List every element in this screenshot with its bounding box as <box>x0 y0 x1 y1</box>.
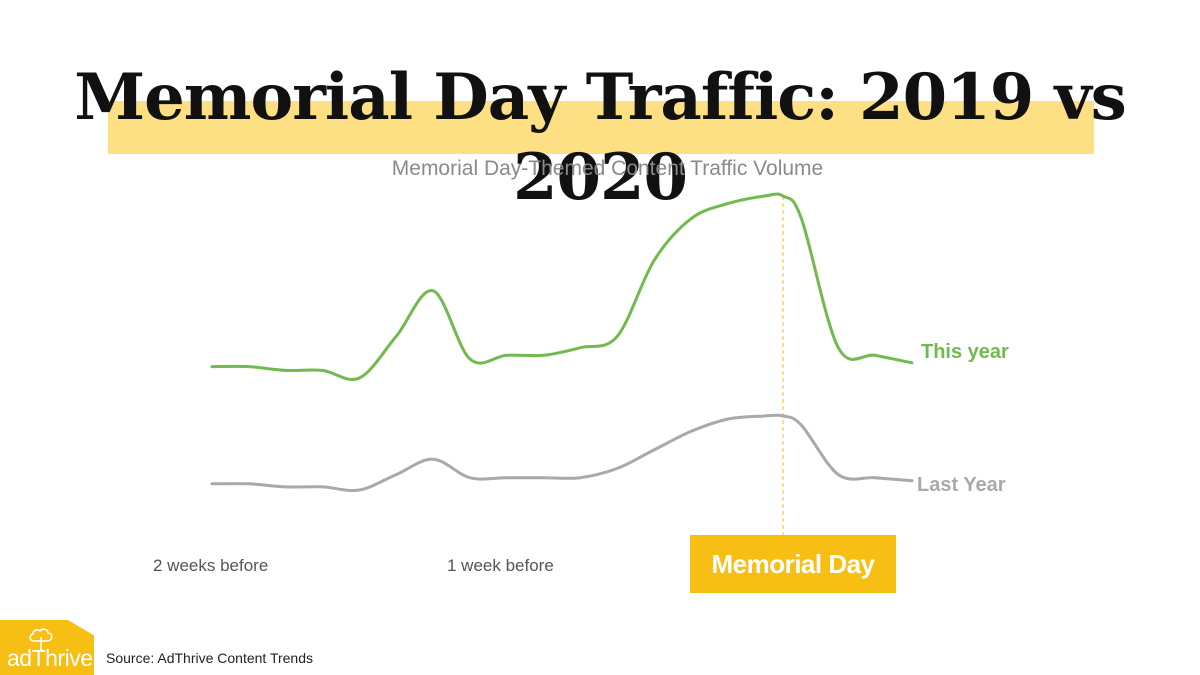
series-line-this-year <box>210 192 914 381</box>
chart-subtitle: Memorial Day-Themed Content Traffic Volu… <box>391 157 824 180</box>
logo-text: adThrive <box>7 645 93 671</box>
title-highlight <box>108 101 1094 154</box>
chart-title: Memorial Day Traffic: 2019 vs 2020 <box>74 60 1127 215</box>
memorial-day-badge: Memorial Day <box>690 535 896 593</box>
adthrive-logo: adThrive <box>0 620 94 675</box>
tree-icon <box>29 628 53 650</box>
source-note: Source: AdThrive Content Trends <box>106 650 313 666</box>
series-line-last-year <box>210 413 914 492</box>
x-tick-label: 2 weeks before <box>153 556 269 575</box>
series-label-this-year: This year <box>921 341 1009 363</box>
x-tick-label: 1 week before <box>447 556 554 575</box>
series-label-last-year: Last Year <box>917 474 1006 496</box>
